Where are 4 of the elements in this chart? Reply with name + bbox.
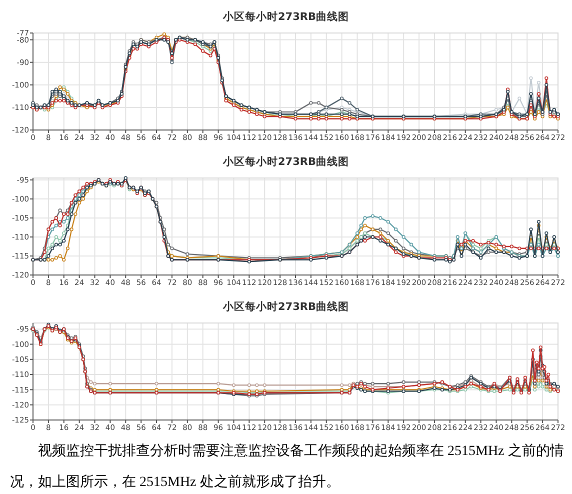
text: 视频监控干扰排查分析时需要注意监控设备工作频段的起始频率在 2515MHz 之前的情况，如上图所示，在 2515MHz 处之前就形成了抬升。 [10, 442, 565, 492]
chart-title: 小区每小时273RB曲线图 [222, 10, 350, 23]
chart-title: 小区每小时273RB曲线图 [222, 155, 350, 168]
chart-title: 小区每小时273RB曲线图 [222, 300, 350, 313]
